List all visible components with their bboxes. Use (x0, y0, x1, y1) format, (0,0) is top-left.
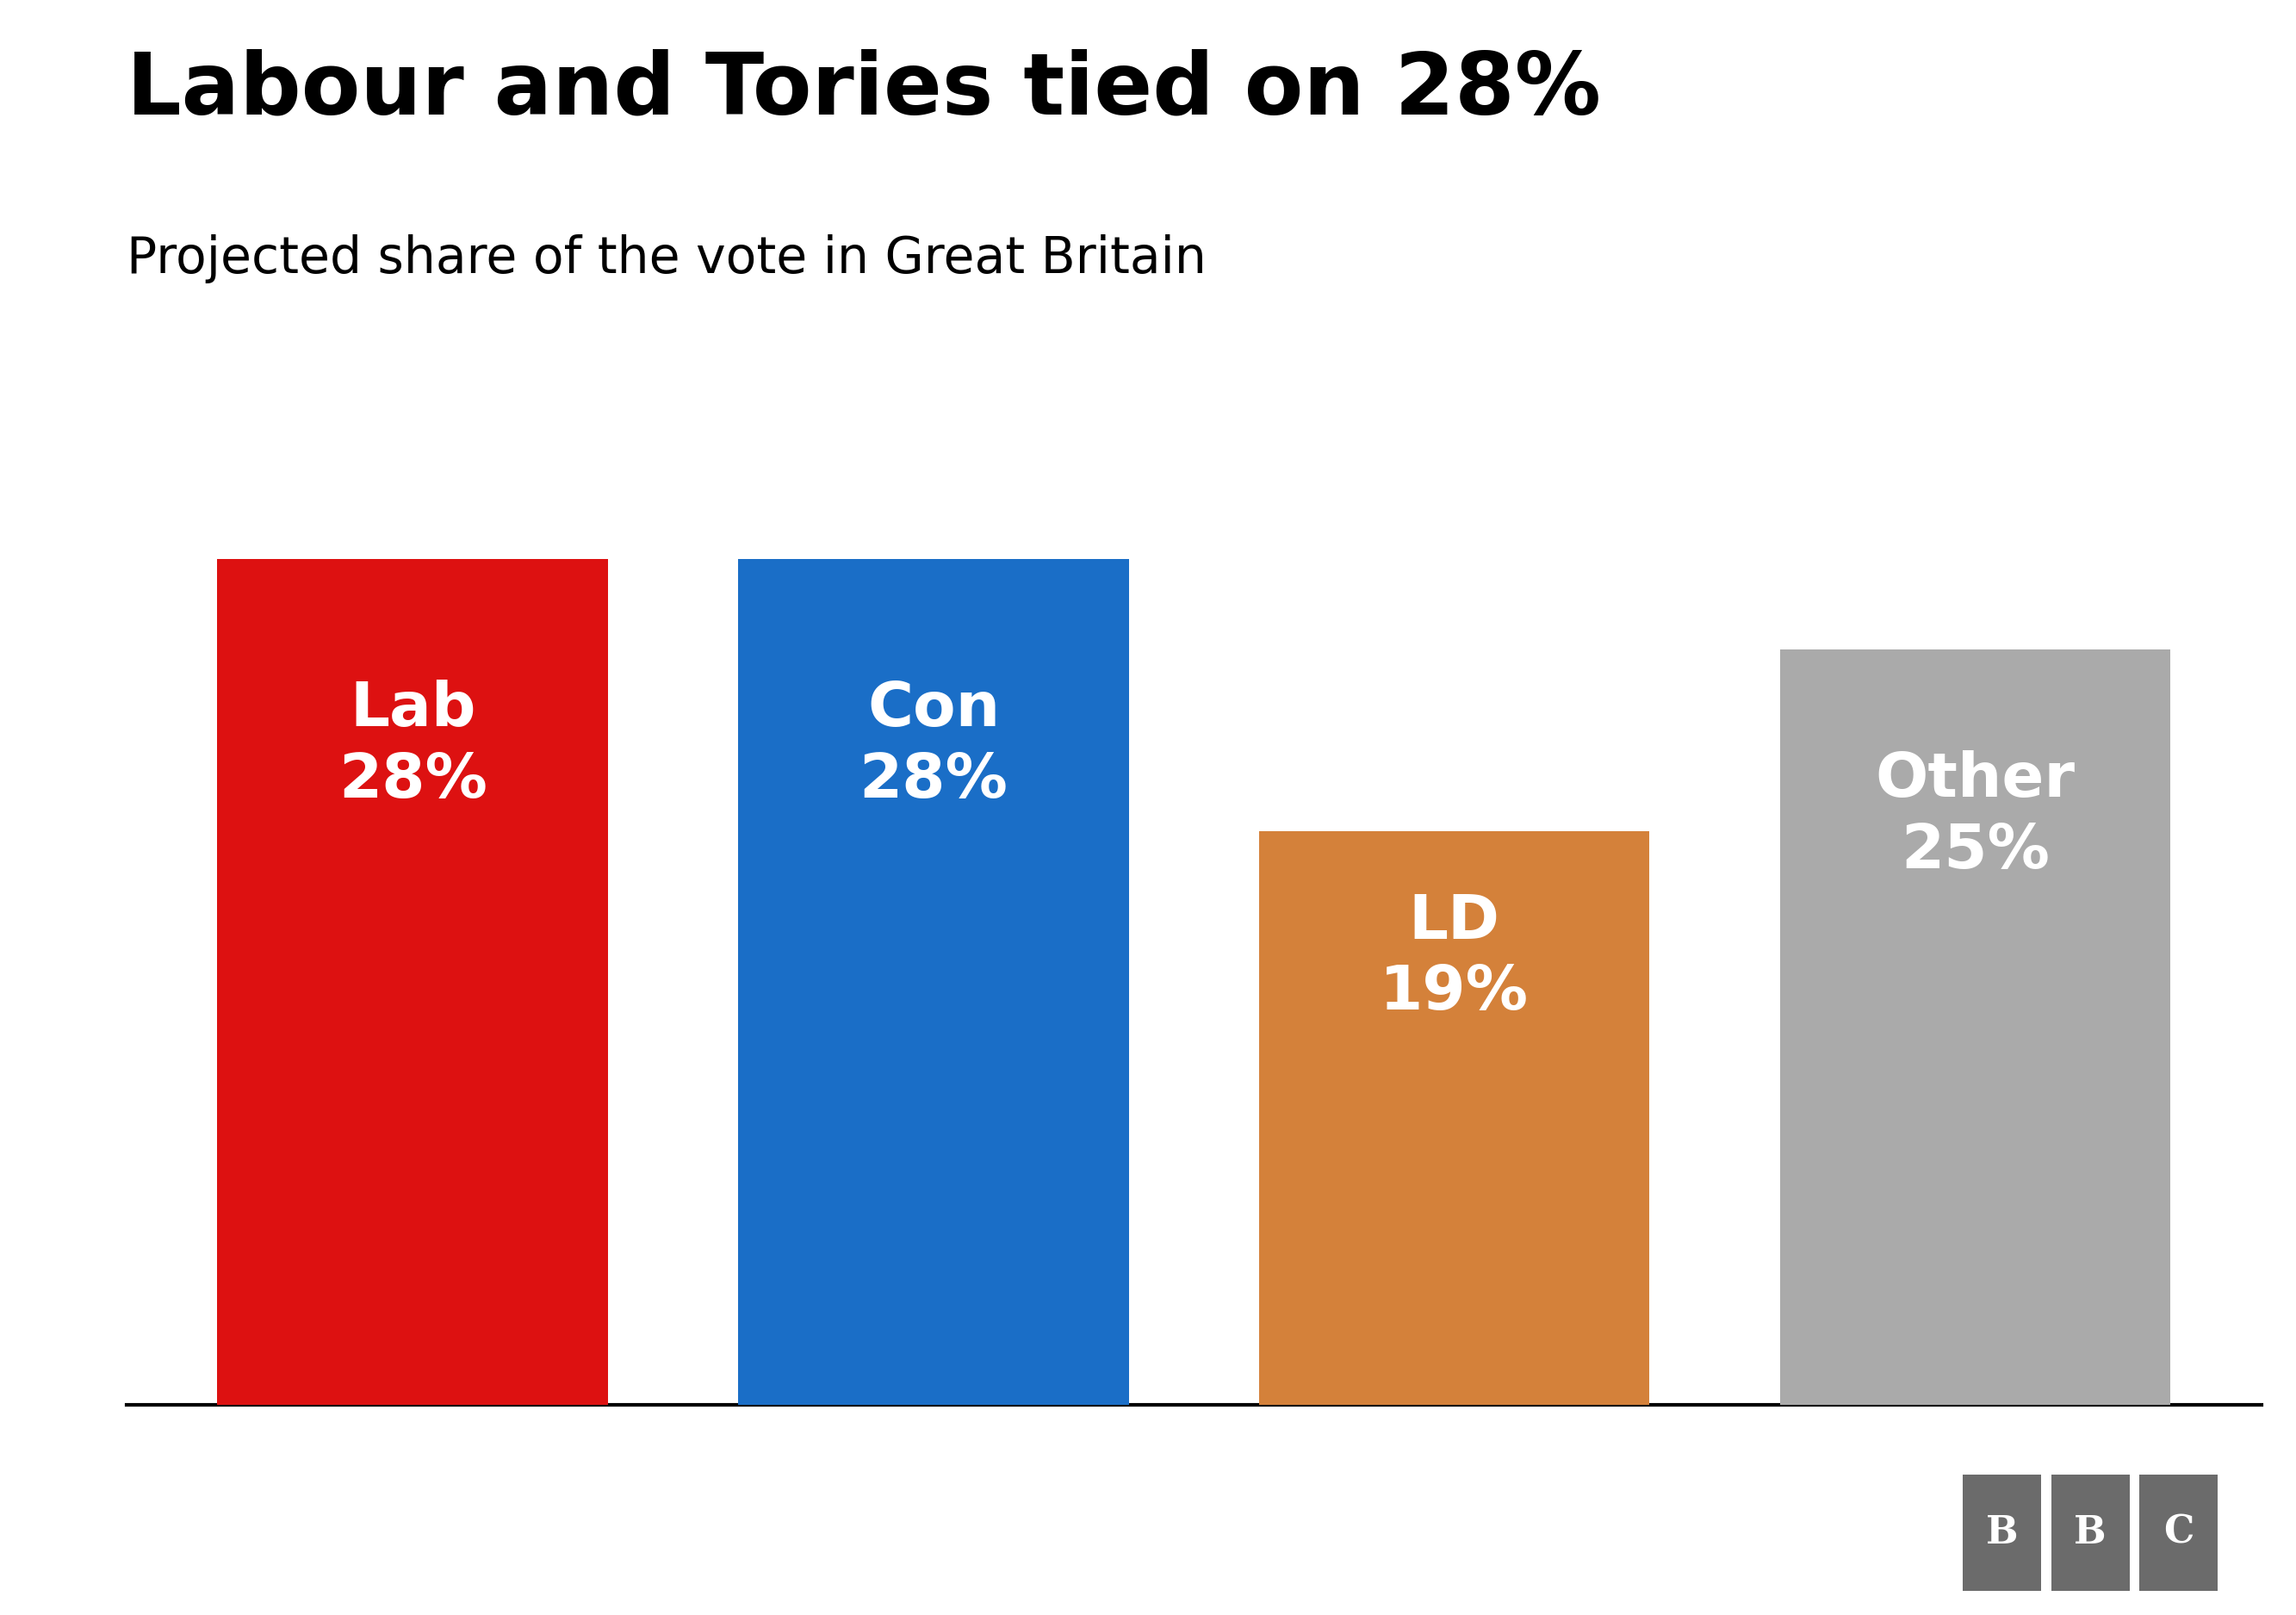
Text: Labour and Tories tied on 28%: Labour and Tories tied on 28% (126, 48, 1600, 132)
Text: Other
25%: Other 25% (1876, 751, 2076, 882)
Bar (1779, 649, 2170, 1405)
Text: LD
19%: LD 19% (1380, 891, 1529, 1022)
Text: B: B (2073, 1515, 2105, 1550)
FancyBboxPatch shape (2050, 1474, 2128, 1591)
FancyBboxPatch shape (2140, 1474, 2218, 1591)
Text: Con
28%: Con 28% (859, 680, 1008, 811)
Bar (218, 559, 608, 1405)
Text: B: B (1986, 1515, 2018, 1550)
Text: Projected share of the vote in Great Britain: Projected share of the vote in Great Bri… (126, 234, 1205, 283)
Text: Lab
28%: Lab 28% (338, 680, 487, 811)
FancyBboxPatch shape (1963, 1474, 2041, 1591)
Bar (739, 559, 1130, 1405)
Bar (1258, 832, 1649, 1405)
Text: C: C (2163, 1515, 2193, 1550)
